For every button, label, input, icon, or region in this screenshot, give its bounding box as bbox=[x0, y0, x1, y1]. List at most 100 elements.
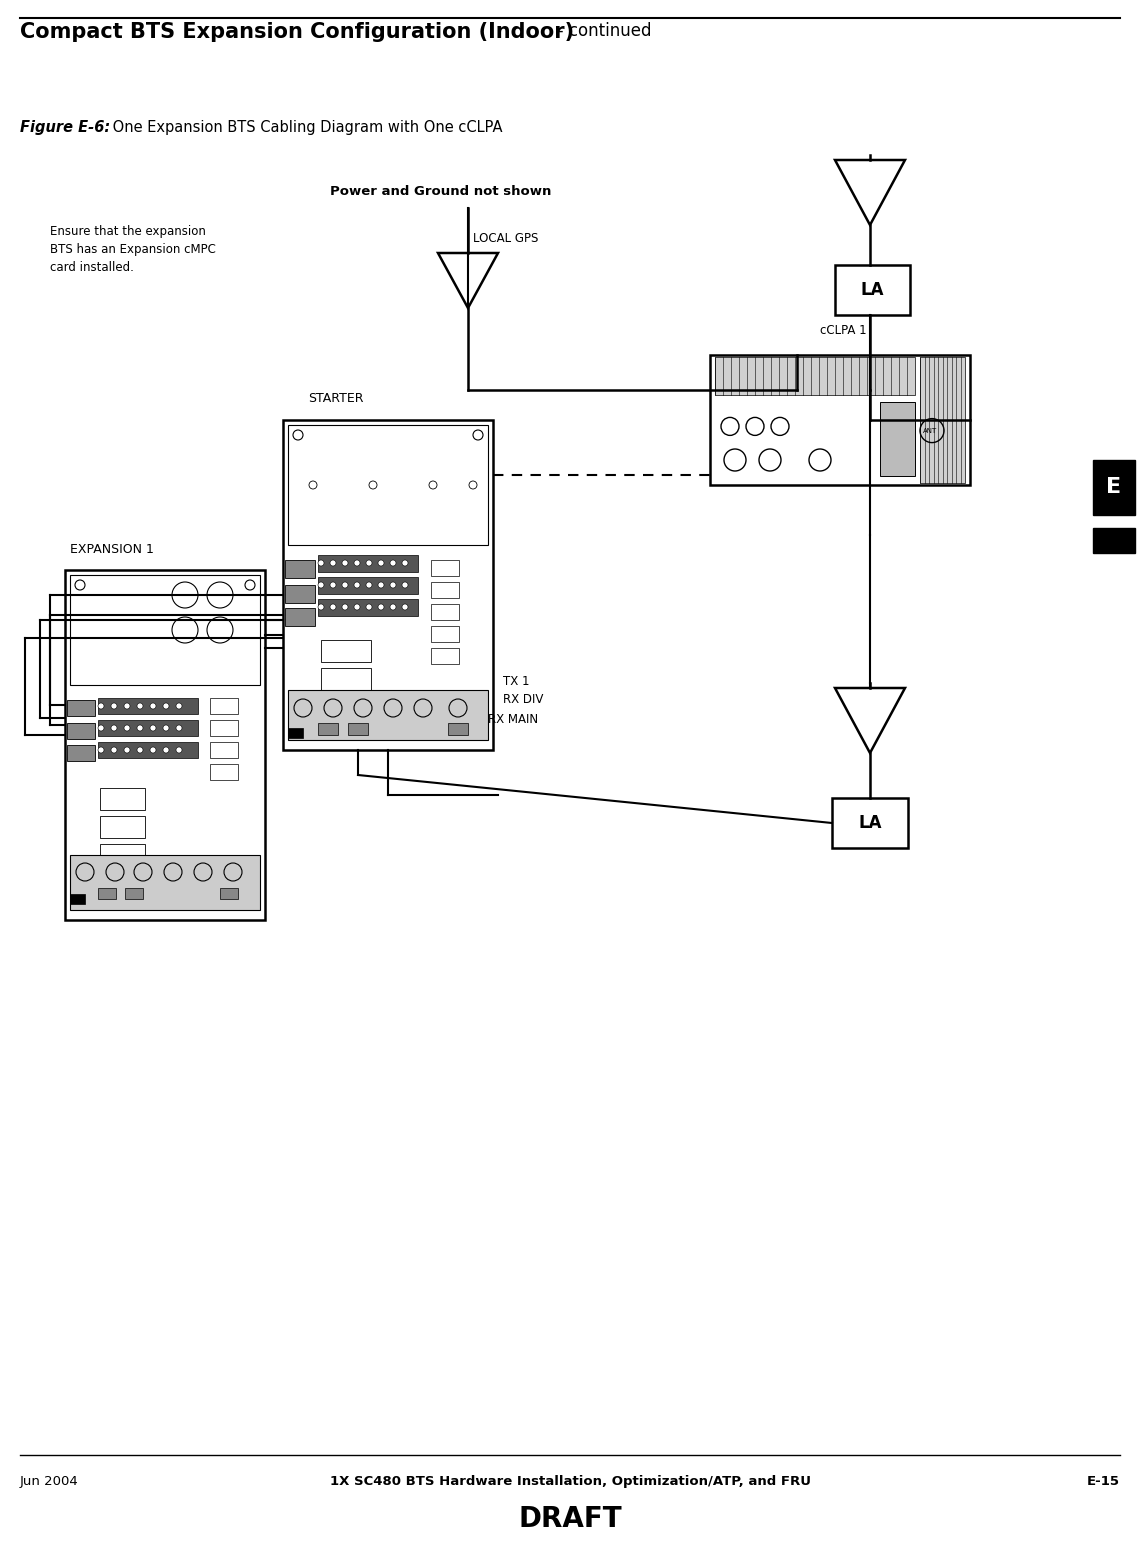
Circle shape bbox=[390, 603, 396, 609]
Circle shape bbox=[111, 704, 117, 708]
Text: LA: LA bbox=[858, 815, 881, 832]
Circle shape bbox=[342, 560, 348, 566]
Bar bbox=[100, 788, 145, 810]
Bar bbox=[67, 701, 95, 716]
Bar bbox=[98, 721, 198, 736]
Bar bbox=[431, 603, 459, 620]
Text: LA: LA bbox=[861, 281, 885, 299]
Text: One Expansion BTS Cabling Diagram with One cCLPA: One Expansion BTS Cabling Diagram with O… bbox=[108, 120, 503, 134]
Circle shape bbox=[366, 603, 372, 609]
Circle shape bbox=[402, 582, 408, 588]
Text: Ensure that the expansion
BTS has an Expansion cMPC
card installed.: Ensure that the expansion BTS has an Exp… bbox=[50, 225, 215, 275]
Text: ANT: ANT bbox=[923, 427, 937, 434]
Circle shape bbox=[318, 582, 324, 588]
Bar bbox=[1093, 460, 1135, 515]
Bar bbox=[1093, 528, 1135, 552]
Bar bbox=[285, 560, 315, 579]
Bar bbox=[100, 844, 145, 866]
Bar bbox=[710, 355, 970, 485]
Bar bbox=[715, 356, 915, 395]
Text: Figure E-6:: Figure E-6: bbox=[21, 120, 111, 134]
Bar bbox=[98, 697, 198, 714]
Bar bbox=[288, 424, 488, 545]
Bar bbox=[210, 742, 238, 758]
Bar bbox=[98, 742, 198, 758]
Bar bbox=[125, 889, 142, 900]
Bar bbox=[70, 576, 260, 685]
Circle shape bbox=[342, 603, 348, 609]
Text: E: E bbox=[1107, 477, 1122, 497]
Bar bbox=[318, 724, 337, 734]
Text: E-15: E-15 bbox=[1088, 1475, 1119, 1487]
Text: STARTER: STARTER bbox=[308, 392, 364, 404]
Circle shape bbox=[390, 582, 396, 588]
Bar bbox=[100, 816, 145, 838]
Circle shape bbox=[176, 747, 182, 753]
Bar bbox=[67, 724, 95, 739]
Circle shape bbox=[390, 560, 396, 566]
Circle shape bbox=[163, 747, 169, 753]
Circle shape bbox=[329, 603, 336, 609]
Bar bbox=[431, 560, 459, 576]
Circle shape bbox=[137, 747, 142, 753]
Bar bbox=[318, 555, 418, 572]
Text: RX MAIN: RX MAIN bbox=[488, 713, 538, 727]
Bar bbox=[285, 608, 315, 626]
Circle shape bbox=[111, 725, 117, 731]
Circle shape bbox=[355, 603, 360, 609]
Bar bbox=[70, 855, 260, 910]
Circle shape bbox=[176, 704, 182, 708]
Bar bbox=[880, 403, 915, 475]
Text: LOCAL GPS: LOCAL GPS bbox=[473, 231, 538, 245]
Bar bbox=[285, 585, 315, 603]
Bar bbox=[431, 648, 459, 663]
Bar bbox=[220, 889, 238, 900]
Circle shape bbox=[150, 725, 156, 731]
Bar bbox=[70, 893, 85, 904]
Circle shape bbox=[163, 725, 169, 731]
Bar bbox=[98, 889, 116, 900]
Text: – continued: – continued bbox=[549, 22, 651, 40]
Circle shape bbox=[329, 582, 336, 588]
Text: cCLPA 1: cCLPA 1 bbox=[820, 324, 866, 336]
Text: RX DIV: RX DIV bbox=[503, 693, 544, 707]
Circle shape bbox=[402, 603, 408, 609]
Circle shape bbox=[355, 582, 360, 588]
Circle shape bbox=[378, 560, 384, 566]
Bar bbox=[210, 764, 238, 781]
Bar bbox=[832, 798, 907, 849]
Text: Jun 2004: Jun 2004 bbox=[21, 1475, 79, 1487]
Circle shape bbox=[329, 560, 336, 566]
Text: 1X SC480 BTS Hardware Installation, Optimization/ATP, and FRU: 1X SC480 BTS Hardware Installation, Opti… bbox=[329, 1475, 811, 1487]
Circle shape bbox=[98, 725, 104, 731]
Circle shape bbox=[378, 582, 384, 588]
Circle shape bbox=[124, 704, 130, 708]
Bar bbox=[283, 420, 492, 750]
Circle shape bbox=[111, 747, 117, 753]
Bar bbox=[65, 569, 264, 920]
Bar bbox=[431, 582, 459, 599]
Bar bbox=[321, 696, 370, 717]
Bar bbox=[210, 697, 238, 714]
Circle shape bbox=[355, 560, 360, 566]
Circle shape bbox=[137, 725, 142, 731]
Bar bbox=[321, 668, 370, 690]
Bar bbox=[288, 690, 488, 741]
Bar bbox=[318, 599, 418, 616]
Text: Power and Ground not shown: Power and Ground not shown bbox=[329, 185, 552, 198]
Bar bbox=[288, 728, 303, 738]
Bar bbox=[448, 724, 469, 734]
Circle shape bbox=[98, 747, 104, 753]
Circle shape bbox=[402, 560, 408, 566]
Bar bbox=[431, 626, 459, 642]
Circle shape bbox=[318, 603, 324, 609]
Circle shape bbox=[366, 582, 372, 588]
Circle shape bbox=[98, 704, 104, 708]
Bar bbox=[318, 577, 418, 594]
Circle shape bbox=[342, 582, 348, 588]
Text: EXPANSION 1: EXPANSION 1 bbox=[70, 543, 154, 555]
Circle shape bbox=[150, 704, 156, 708]
Circle shape bbox=[124, 725, 130, 731]
Circle shape bbox=[137, 704, 142, 708]
Circle shape bbox=[150, 747, 156, 753]
